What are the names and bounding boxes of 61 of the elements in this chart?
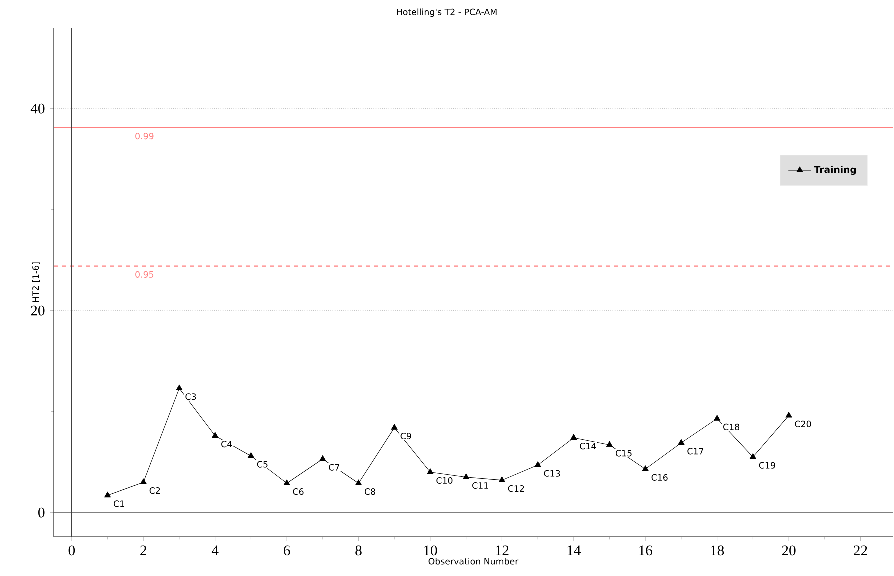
- annotation: C3: [186, 394, 196, 400]
- point: [498, 476, 506, 482]
- y-tick-label: 20: [31, 306, 45, 316]
- x-tick-label: 0: [68, 546, 76, 556]
- chart-title: Hotelling's T2 - PCA-AM: [397, 8, 497, 18]
- x-tick-label: 4: [212, 546, 219, 556]
- x-tick-label: 10: [424, 546, 438, 556]
- y-axis-title: HT2 [1-6]: [32, 262, 40, 302]
- annotation: C4: [222, 441, 232, 448]
- annotation: C19: [759, 462, 776, 469]
- x-tick-label: 20: [782, 546, 796, 556]
- annotation: C13: [544, 470, 560, 477]
- annotation: 0.99: [136, 133, 154, 140]
- point: [427, 468, 434, 474]
- x-tick-label: 2: [140, 546, 146, 556]
- point: [176, 384, 183, 391]
- point: [678, 439, 685, 446]
- point: [320, 455, 326, 462]
- point: [463, 474, 470, 480]
- legend-label: Training: [814, 166, 856, 176]
- point: [212, 432, 219, 438]
- point: [642, 466, 649, 472]
- point: [140, 478, 147, 484]
- annotation: C18: [724, 424, 740, 430]
- annotation: C12: [508, 486, 524, 492]
- annotation: C6: [293, 488, 304, 496]
- x-axis-title: Observation Number: [428, 558, 519, 565]
- annotation: C7: [329, 464, 340, 471]
- x-tick-label: 14: [568, 546, 582, 556]
- point: [606, 441, 614, 448]
- annotation: C20: [795, 420, 812, 428]
- x-tick-label: 18: [711, 546, 724, 556]
- point: [534, 462, 542, 468]
- annotation: C9: [400, 433, 412, 440]
- annotation: C11: [472, 482, 488, 490]
- point: [355, 480, 362, 486]
- annotation: C10: [436, 477, 453, 484]
- annotation: 0.95: [136, 271, 154, 278]
- point: [786, 412, 792, 418]
- point: [714, 415, 721, 421]
- annotation: C2: [150, 488, 160, 494]
- point: [248, 452, 254, 458]
- point: [284, 480, 290, 486]
- x-tick-label: 8: [356, 546, 362, 556]
- x-tick-label: 12: [496, 546, 509, 556]
- x-tick-label: 6: [284, 546, 290, 556]
- point: [570, 434, 578, 440]
- x-tick-label: 16: [640, 546, 653, 556]
- annotation: C1: [114, 500, 124, 508]
- y-tick-label: 0: [38, 508, 45, 518]
- x-tick-label: 22: [854, 546, 868, 556]
- y-tick-label: 40: [30, 104, 45, 114]
- point: [104, 492, 112, 498]
- annotation: C8: [364, 488, 376, 496]
- annotation: C16: [652, 474, 668, 481]
- annotation: C5: [257, 461, 268, 468]
- point: [391, 424, 398, 430]
- annotation: C17: [688, 448, 704, 455]
- point: [750, 453, 756, 460]
- annotation: C15: [616, 450, 632, 457]
- annotation: C14: [580, 443, 596, 450]
